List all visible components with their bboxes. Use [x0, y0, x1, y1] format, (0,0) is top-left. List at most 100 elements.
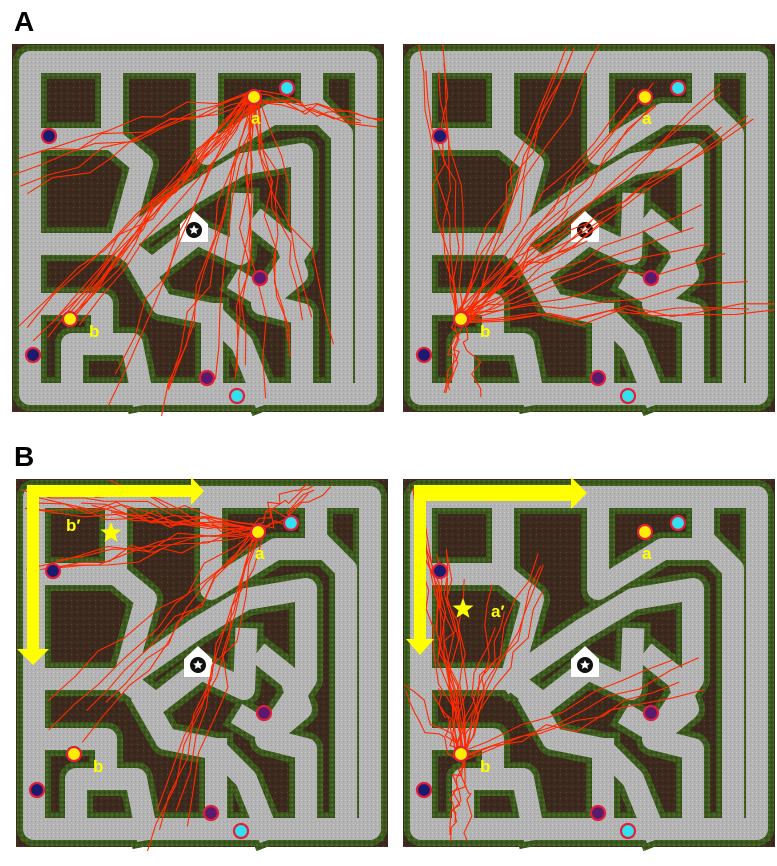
maze-map-1: ab [12, 44, 384, 416]
trajectory-2-3 [105, 530, 258, 703]
trajectory-1-33 [454, 83, 722, 324]
trajectory-0-1 [18, 103, 261, 327]
marker-purple-bottom [198, 369, 216, 387]
trajectory-1-29 [455, 307, 750, 322]
trajectory-1-28 [461, 227, 694, 318]
trajectory-2-19 [91, 504, 261, 533]
trajectory-3-15 [443, 549, 460, 752]
trajectory-2-9 [47, 525, 263, 702]
marker-b [61, 310, 79, 328]
trajectory-1-23 [457, 220, 592, 313]
trajectory-2-14 [26, 529, 265, 570]
trajectory-2-25 [111, 511, 264, 534]
marker-navy-bottom [415, 781, 433, 799]
marker-purple-mid [251, 269, 269, 287]
trajectory-1-24 [454, 105, 657, 313]
goal-star-icon [452, 598, 474, 618]
trajectory-2-18 [35, 502, 261, 531]
trajectory-1-19 [425, 70, 458, 317]
trajectory-1-16 [464, 82, 655, 319]
marker-cyan-top [278, 79, 296, 97]
marker-cyan-bottom [228, 387, 246, 405]
trajectory-3-27 [403, 684, 467, 757]
trajectory-1-1 [459, 126, 722, 315]
label-b: b [480, 757, 490, 776]
trajectory-3-26 [465, 657, 699, 761]
marker-purple-bottom [202, 804, 220, 822]
label-b: b [89, 322, 99, 341]
trajectory-3-1 [436, 554, 468, 757]
trajectory-0-23 [31, 92, 248, 156]
trajectory-0-18 [214, 97, 255, 380]
marker-navy-left [431, 127, 449, 145]
trajectory-2-26 [55, 525, 260, 569]
trajectory-0-35 [69, 102, 255, 318]
panel-label-a: A [14, 6, 35, 37]
maze-layout [12, 44, 384, 412]
trajectory-3-22 [420, 567, 460, 748]
trajectory-2-28 [146, 527, 262, 851]
marker-cyan-bottom [232, 822, 250, 840]
trajectory-1-5 [465, 307, 775, 326]
marker-b [452, 745, 470, 763]
marker-a [636, 523, 654, 541]
marker-purple-mid [255, 704, 273, 722]
trajectory-1-21 [466, 303, 775, 323]
maze-map-2: ab [403, 44, 775, 412]
trajectory-1-3 [438, 71, 457, 321]
trajectory-3-29 [445, 550, 466, 757]
trajectory-3-18 [449, 752, 466, 842]
trajectory-3-10 [460, 564, 544, 757]
trajectory-0-29 [50, 98, 249, 325]
trajectory-2-20 [56, 528, 254, 561]
trajectory-0-24 [167, 99, 260, 389]
trajectory-3-19 [464, 659, 673, 752]
trajectory-3-23 [467, 611, 506, 749]
trajectory-2-4 [186, 537, 254, 827]
maze-map-4: a b a′ [403, 477, 775, 847]
trajectory-0-33 [249, 100, 378, 128]
marker-cyan-bottom [619, 387, 637, 405]
marker-purple-mid [642, 704, 660, 722]
trajectory-3-17 [455, 553, 539, 748]
trajectory-0-30 [20, 90, 257, 187]
trajectory-1-12 [456, 204, 703, 325]
marker-a [245, 88, 263, 106]
trajectory-0-32 [235, 98, 256, 371]
trajectory-2-16 [175, 530, 262, 812]
trajectory-3-13 [405, 690, 457, 760]
trajectory-3-16 [464, 584, 493, 757]
trajectory-0-28 [64, 91, 249, 320]
trajectory-0-27 [256, 92, 303, 321]
trajectory-bundle [12, 89, 384, 416]
trajectory-3-3 [461, 590, 544, 754]
trajectory-bundle [22, 479, 332, 851]
marker-b [452, 310, 470, 328]
trajectory-1-34 [459, 45, 568, 314]
trajectory-1-0 [461, 100, 640, 320]
trajectory-2-2 [40, 531, 263, 571]
marker-navy-left [44, 562, 62, 580]
direction-arrow-icon [406, 477, 587, 659]
trajectory-1-27 [418, 44, 457, 318]
trajectory-0-2 [12, 102, 249, 176]
label-a: a [642, 544, 652, 563]
marker-cyan-bottom [619, 822, 637, 840]
label-goal: b′ [66, 516, 80, 535]
trajectory-1-26 [464, 57, 571, 327]
goal-star-icon [100, 522, 122, 542]
trajectory-1-14 [462, 319, 482, 398]
label-b: b [93, 757, 103, 776]
marker-navy-bottom [24, 346, 42, 364]
trajectory-2-29 [262, 486, 332, 529]
marker-purple-bottom [589, 369, 607, 387]
trajectory-bundle [403, 485, 705, 842]
marker-cyan-top [282, 514, 300, 532]
trajectory-0-26 [256, 97, 383, 122]
trajectory-0-31 [114, 92, 250, 375]
trajectory-3-24 [464, 565, 542, 751]
trajectory-1-25 [457, 92, 722, 326]
trajectory-2-17 [253, 485, 314, 526]
label-a: a [255, 544, 265, 563]
